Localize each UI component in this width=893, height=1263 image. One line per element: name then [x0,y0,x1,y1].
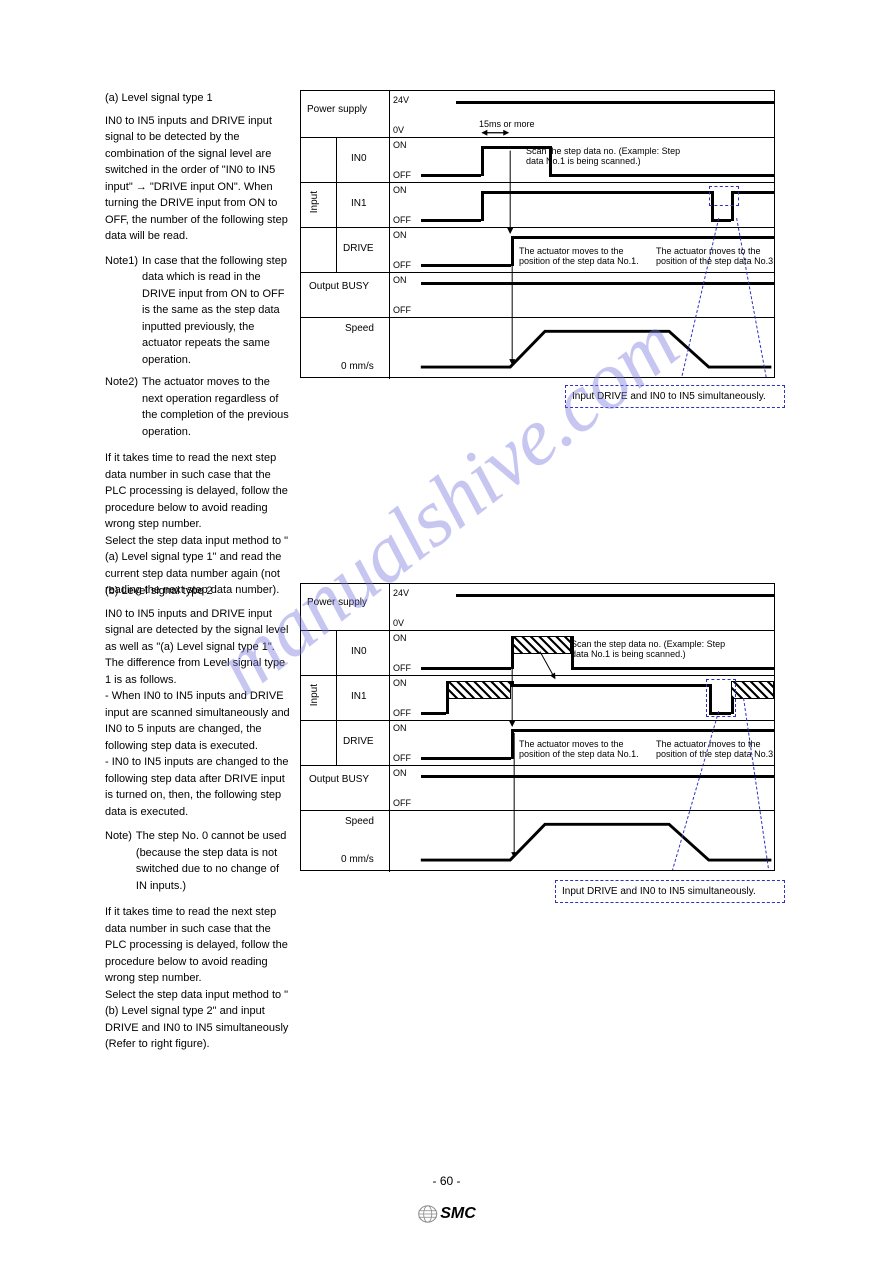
d2-scan: Scan the step data no. (Example: Step da… [571,640,731,660]
d1-highlight-box [709,186,739,206]
section2-note-label: Note) [105,828,132,894]
d2-drive: DRIVE [343,736,374,748]
section2-para1: IN0 to IN5 inputs and DRIVE input signal… [105,606,290,821]
smc-logo: SMC [417,1205,476,1223]
section1-para1: IN0 to IN5 inputs and DRIVE input signal… [105,113,290,245]
d1-off1: OFF [393,170,411,181]
d2-off3: OFF [393,753,411,764]
section1-note2-body: The actuator moves to the next operation… [142,374,290,440]
timing-diagram-1: Power supply Input IN0 IN1 DRIVE Output … [300,90,775,378]
d1-0v: 0V [393,125,404,136]
d1-callout: Input DRIVE and IN0 to IN5 simultaneousl… [565,385,785,408]
d2-power-label: Power supply [307,597,367,609]
section2-note-body: The step No. 0 cannot be used (because t… [136,828,290,894]
d1-off2: OFF [393,215,411,226]
page-number: - 60 - [432,1174,460,1188]
d2-in0: IN0 [351,646,367,658]
d1-in1: IN1 [351,198,367,210]
d1-move1: The actuator moves to the position of th… [519,247,639,267]
section2-heading: (b) Level signal type 2 [105,583,290,600]
section1-note1-label: Note1) [105,253,138,369]
d2-move1: The actuator moves to the position of th… [519,740,639,760]
d2-on1: ON [393,633,407,644]
section1-note1-body: In case that the following step data whi… [142,253,290,369]
d2-in0-hatch [511,636,571,654]
d2-on3: ON [393,723,407,734]
d2-speed: Speed [345,816,374,828]
d2-busy: Output BUSY [309,774,387,786]
timing-diagram-2: Power supply Input IN0 IN1 DRIVE Output … [300,583,775,871]
d1-in0: IN0 [351,153,367,165]
d1-busy: Output BUSY [309,281,387,293]
d1-on1: ON [393,140,407,151]
d1-15ms: 15ms or more [479,119,535,130]
d1-speed0: 0 mm/s [341,361,374,373]
globe-icon [417,1205,437,1223]
d1-move3: The actuator moves to the position of th… [656,247,776,267]
d2-move3: The actuator moves to the position of th… [656,740,776,760]
d2-input-group: Input [309,684,321,706]
section2-para2: If it takes time to read the next step d… [105,904,290,1053]
d1-drive: DRIVE [343,243,374,255]
section1-heading: (a) Level signal type 1 [105,90,290,107]
d2-off2: OFF [393,708,411,719]
logo-text: SMC [440,1205,476,1223]
d1-off4: OFF [393,305,411,316]
d2-0v: 0V [393,618,404,629]
d1-on2: ON [393,185,407,196]
d1-on4: ON [393,275,407,286]
d1-scan: Scan the step data no. (Example: Step da… [526,147,686,167]
d2-speed0: 0 mm/s [341,854,374,866]
d2-callout: Input DRIVE and IN0 to IN5 simultaneousl… [555,880,785,903]
d1-power-label: Power supply [307,104,367,116]
d2-off1: OFF [393,663,411,674]
d1-input-group: Input [309,191,321,213]
d2-on2: ON [393,678,407,689]
d2-24v: 24V [393,588,409,599]
d2-in1-hatch1 [446,681,511,699]
section1-para2: If it takes time to read the next step d… [105,450,290,599]
d2-highlight-box [706,679,736,717]
d1-on3: ON [393,230,407,241]
d1-speed: Speed [345,323,374,335]
d1-24v: 24V [393,95,409,106]
d2-on4: ON [393,768,407,779]
d1-off3: OFF [393,260,411,271]
d2-in1-hatch2 [731,681,774,699]
d2-in1: IN1 [351,691,367,703]
d2-off4: OFF [393,798,411,809]
section1-note2-label: Note2) [105,374,138,440]
